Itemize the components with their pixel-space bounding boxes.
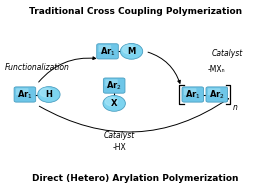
FancyBboxPatch shape xyxy=(103,78,125,93)
Text: H: H xyxy=(46,90,52,99)
FancyBboxPatch shape xyxy=(14,87,36,102)
Circle shape xyxy=(120,43,143,59)
FancyArrowPatch shape xyxy=(148,52,180,83)
Text: Ar$_1$: Ar$_1$ xyxy=(17,88,33,101)
Circle shape xyxy=(122,45,135,54)
Text: Catalyst: Catalyst xyxy=(211,49,243,58)
Text: Ar$_2$: Ar$_2$ xyxy=(106,79,122,92)
FancyArrowPatch shape xyxy=(39,99,228,132)
Text: Ar$_1$: Ar$_1$ xyxy=(185,88,201,101)
Text: $n$: $n$ xyxy=(232,103,239,112)
Circle shape xyxy=(103,95,125,111)
Text: Catalyst: Catalyst xyxy=(104,131,135,140)
Text: -HX: -HX xyxy=(113,143,126,152)
FancyBboxPatch shape xyxy=(97,44,118,59)
FancyBboxPatch shape xyxy=(182,87,204,102)
Text: Ar$_2$: Ar$_2$ xyxy=(209,88,225,101)
Text: Traditional Cross Coupling Polymerization: Traditional Cross Coupling Polymerizatio… xyxy=(29,7,242,16)
FancyBboxPatch shape xyxy=(184,88,196,95)
FancyBboxPatch shape xyxy=(16,88,28,95)
Circle shape xyxy=(40,88,52,97)
Text: X: X xyxy=(111,99,117,108)
FancyBboxPatch shape xyxy=(105,79,118,86)
Text: Ar$_1$: Ar$_1$ xyxy=(100,45,115,58)
FancyBboxPatch shape xyxy=(208,88,220,95)
Text: -MXₙ: -MXₙ xyxy=(208,65,225,74)
FancyArrowPatch shape xyxy=(39,57,96,82)
FancyBboxPatch shape xyxy=(99,45,111,52)
Text: Direct (Hetero) Arylation Polymerization: Direct (Hetero) Arylation Polymerization xyxy=(32,174,239,184)
Circle shape xyxy=(105,97,118,106)
FancyBboxPatch shape xyxy=(206,87,228,102)
Circle shape xyxy=(38,87,60,102)
Text: Functionalization: Functionalization xyxy=(5,63,70,72)
Text: M: M xyxy=(127,47,136,56)
